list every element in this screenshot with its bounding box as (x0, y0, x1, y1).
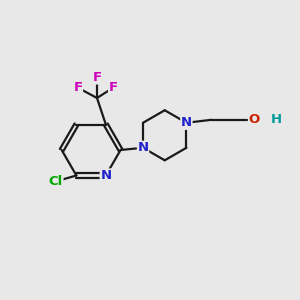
Text: F: F (92, 71, 102, 84)
Text: H: H (271, 113, 282, 126)
Text: O: O (248, 113, 260, 126)
Text: F: F (73, 81, 83, 94)
Text: N: N (100, 169, 111, 182)
Text: N: N (137, 141, 148, 154)
Text: F: F (109, 81, 118, 94)
Text: Cl: Cl (49, 175, 63, 188)
Text: N: N (181, 116, 192, 129)
